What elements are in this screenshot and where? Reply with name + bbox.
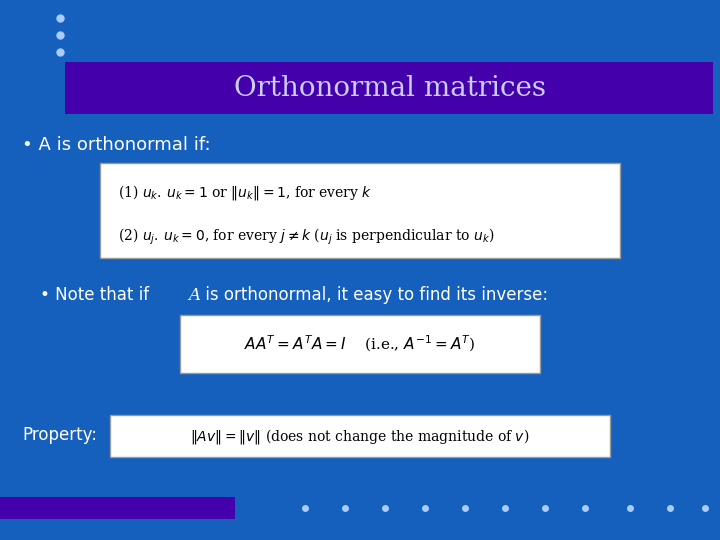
- Text: $AA^T = A^T A = I \quad$ (i.e., $A^{-1} = A^T$): $AA^T = A^T A = I \quad$ (i.e., $A^{-1} …: [244, 334, 476, 354]
- Text: Property:: Property:: [22, 426, 97, 444]
- Text: (2) $u_j. \, u_k = 0$, for every $j \neq k$ ($u_j$ is perpendicular to $u_k$): (2) $u_j. \, u_k = 0$, for every $j \neq…: [118, 227, 495, 247]
- FancyBboxPatch shape: [0, 497, 235, 519]
- Text: is orthonormal, it easy to find its inverse:: is orthonormal, it easy to find its inve…: [200, 286, 548, 304]
- FancyBboxPatch shape: [100, 163, 620, 258]
- Text: • Note that if: • Note that if: [40, 286, 154, 304]
- Text: $\|Av\| = \|v\|$ (does not change the magnitude of $v$): $\|Av\| = \|v\|$ (does not change the ma…: [190, 427, 530, 446]
- Text: Orthonormal matrices: Orthonormal matrices: [234, 75, 546, 102]
- FancyBboxPatch shape: [65, 62, 713, 114]
- Text: (1) $u_k. \, u_k = 1$ or $\|u_k\| = 1$, for every $k$: (1) $u_k. \, u_k = 1$ or $\|u_k\| = 1$, …: [118, 184, 372, 202]
- FancyBboxPatch shape: [180, 315, 540, 373]
- FancyBboxPatch shape: [110, 415, 610, 457]
- Text: • A is orthonormal if:: • A is orthonormal if:: [22, 136, 211, 154]
- Text: A: A: [188, 287, 200, 303]
